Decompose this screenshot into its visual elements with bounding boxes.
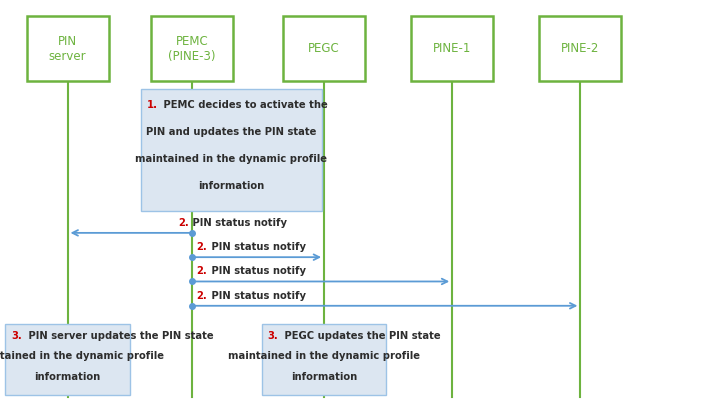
- Text: maintained in the dynamic profile: maintained in the dynamic profile: [0, 352, 164, 361]
- FancyBboxPatch shape: [152, 16, 234, 81]
- Text: PINE-2: PINE-2: [561, 42, 600, 55]
- Text: information: information: [290, 372, 357, 382]
- FancyBboxPatch shape: [6, 324, 130, 395]
- FancyBboxPatch shape: [141, 89, 322, 211]
- Text: PIN server updates the PIN state: PIN server updates the PIN state: [24, 331, 213, 341]
- FancyBboxPatch shape: [539, 16, 621, 81]
- Text: PEMC
(PINE-3): PEMC (PINE-3): [169, 34, 216, 63]
- Text: PIN status notify: PIN status notify: [208, 266, 306, 276]
- Text: information: information: [34, 372, 101, 382]
- Text: PIN status notify: PIN status notify: [189, 218, 287, 228]
- Text: PINE-1: PINE-1: [433, 42, 471, 55]
- Text: 3.: 3.: [11, 331, 22, 341]
- Text: 2.: 2.: [196, 291, 206, 301]
- Text: 2.: 2.: [178, 218, 189, 228]
- Text: 2.: 2.: [196, 242, 206, 252]
- Text: maintained in the dynamic profile: maintained in the dynamic profile: [228, 352, 420, 361]
- Text: information: information: [198, 181, 265, 191]
- Text: PIN
server: PIN server: [49, 34, 86, 63]
- Text: 3.: 3.: [268, 331, 278, 341]
- Text: PIN status notify: PIN status notify: [208, 291, 306, 301]
- FancyBboxPatch shape: [283, 16, 365, 81]
- Text: PEGC updates the PIN state: PEGC updates the PIN state: [281, 331, 441, 341]
- Text: PIN and updates the PIN state: PIN and updates the PIN state: [146, 127, 317, 137]
- Text: PEMC decides to activate the: PEMC decides to activate the: [159, 100, 328, 110]
- Text: 1.: 1.: [147, 100, 157, 110]
- FancyBboxPatch shape: [27, 16, 108, 81]
- Text: maintained in the dynamic profile: maintained in the dynamic profile: [135, 154, 328, 164]
- Text: PEGC: PEGC: [308, 42, 340, 55]
- FancyBboxPatch shape: [262, 324, 386, 395]
- Text: PIN status notify: PIN status notify: [208, 242, 306, 252]
- Text: 2.: 2.: [196, 266, 206, 276]
- FancyBboxPatch shape: [412, 16, 493, 81]
